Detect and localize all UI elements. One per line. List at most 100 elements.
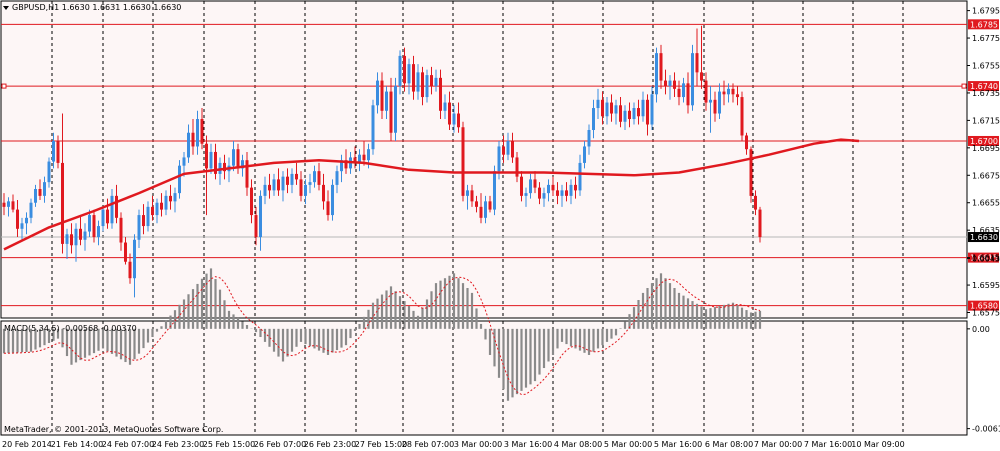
macd-plot-area[interactable] xyxy=(0,320,968,436)
candle-body xyxy=(376,80,379,106)
candle-body xyxy=(290,173,294,185)
candle-body xyxy=(727,88,730,95)
candle-body xyxy=(713,99,717,114)
candle-body xyxy=(434,77,438,87)
time-tick-label: 26 Feb 07:00 xyxy=(254,440,306,449)
main-plot-area[interactable] xyxy=(0,0,968,319)
candle-body xyxy=(137,215,141,240)
candle-body xyxy=(587,129,591,147)
candle-body xyxy=(601,99,604,117)
symbol-header: GBPUSD,H1 1.6630 1.6631 1.6630 1.6630 xyxy=(12,3,181,12)
candle-body xyxy=(700,72,703,81)
candle-body xyxy=(574,184,577,191)
level-anchor-marker[interactable] xyxy=(1,83,7,89)
candle-body xyxy=(380,80,384,111)
candle-body xyxy=(83,231,87,240)
candle-body xyxy=(479,206,483,218)
level-price-tag xyxy=(968,19,999,30)
time-tick-label: 20 Feb 2014 xyxy=(2,440,52,449)
candle-body xyxy=(475,201,478,207)
candle-body xyxy=(515,157,519,177)
candle-body xyxy=(209,151,213,169)
candle-body xyxy=(749,149,753,196)
candle-body xyxy=(16,209,19,229)
time-tick-label: 21 Feb 14:00 xyxy=(51,440,103,449)
time-tick-label: 6 Mar 08:00 xyxy=(705,440,753,449)
price-axis: 1.6795 1.6775 1.6755 1.6735 1.6715 1.6695 1.66… xyxy=(967,7,1000,434)
candle-body xyxy=(497,146,501,172)
candle-body xyxy=(425,75,429,98)
candle-body xyxy=(686,83,690,106)
price-tick-label: 1.6695 xyxy=(972,144,1000,153)
candle-body xyxy=(596,99,600,109)
candle-body xyxy=(551,184,555,191)
candle-body xyxy=(187,132,190,158)
candle-body xyxy=(398,55,402,87)
level-anchor-marker[interactable] xyxy=(961,83,967,89)
candle-body xyxy=(34,189,37,203)
price-tick-label: 1.6595 xyxy=(972,281,1000,290)
price-tick-label: 1.6795 xyxy=(972,7,1000,16)
candle-body xyxy=(128,261,132,279)
candle-body xyxy=(439,77,442,111)
candle-body xyxy=(470,190,474,202)
candle-body xyxy=(20,223,24,229)
candle-body xyxy=(506,140,510,155)
macd-indicator xyxy=(2,268,762,401)
time-tick-label: 24 Feb 07:00 xyxy=(102,440,154,449)
candle-body xyxy=(583,146,586,163)
candle-body xyxy=(709,99,712,103)
candle-body xyxy=(7,201,10,207)
price-tick-label: 1.6735 xyxy=(972,89,1000,98)
candle-body xyxy=(542,193,546,199)
candle-body xyxy=(155,202,159,216)
time-tick-label: 3 Mar 00:00 xyxy=(454,440,502,449)
candle-body xyxy=(277,179,280,191)
price-tick-label: 1.6615 xyxy=(972,254,1000,263)
candle-body xyxy=(110,195,114,224)
time-tick-label: 5 Mar 00:00 xyxy=(604,440,652,449)
time-tick-label: 7 Mar 00:00 xyxy=(754,440,802,449)
candle-body xyxy=(412,64,415,92)
level-price-tag xyxy=(968,252,999,263)
candle-body xyxy=(461,127,465,196)
candle-body xyxy=(641,99,645,117)
candle-body xyxy=(385,91,388,111)
candle-body xyxy=(592,108,595,130)
candle-body xyxy=(106,209,109,224)
candle-body xyxy=(178,165,181,194)
candle-body xyxy=(29,202,33,218)
candle-body xyxy=(529,179,532,194)
level-price-tag xyxy=(968,135,999,146)
candle-body xyxy=(196,119,199,147)
candle-body xyxy=(394,86,397,133)
level-price-label: 1.6700 xyxy=(970,137,998,146)
candle-body xyxy=(308,182,312,185)
chart-menu-triangle-icon[interactable] xyxy=(3,6,9,10)
candle-body xyxy=(646,99,649,125)
candle-body xyxy=(236,149,240,169)
candle-body xyxy=(623,110,627,122)
candle-body xyxy=(524,193,528,196)
candle-body xyxy=(682,83,685,98)
candle-body xyxy=(430,75,433,87)
time-tick-label: 27 Feb 15:00 xyxy=(355,440,407,449)
level-price-label: 1.6615 xyxy=(970,254,998,263)
candle-body xyxy=(25,217,28,224)
candle-body xyxy=(70,234,73,246)
macd-signal-line xyxy=(3,276,761,396)
candle-body xyxy=(610,102,613,114)
candle-body xyxy=(304,184,307,196)
candle-body xyxy=(655,53,658,95)
copyright-text: MetaTrader, © 2001-2013, MetaQuotes Soft… xyxy=(4,425,223,434)
candle-body xyxy=(43,182,46,196)
time-tick-label: 7 Mar 16:00 xyxy=(804,440,852,449)
candle-body xyxy=(632,108,636,120)
level-price-label: 1.6580 xyxy=(970,302,998,311)
price-tick-label: 1.6715 xyxy=(972,116,1000,125)
candle-body xyxy=(619,105,622,122)
candle-body xyxy=(569,184,573,196)
price-tick-label: 1.6755 xyxy=(972,61,1000,70)
candle-body xyxy=(736,94,739,98)
